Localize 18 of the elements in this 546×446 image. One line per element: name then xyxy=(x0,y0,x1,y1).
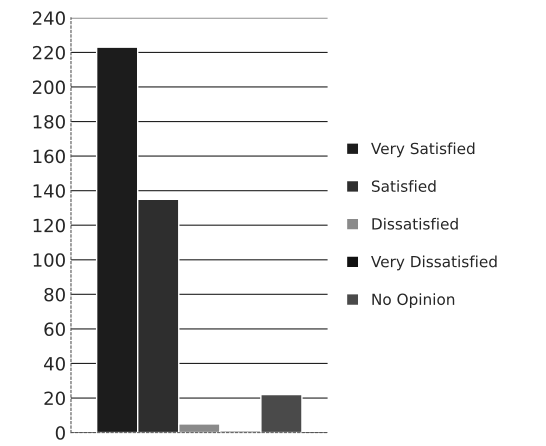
y-tick-label: 180 xyxy=(34,114,65,129)
y-tick-label: 100 xyxy=(34,253,65,267)
y-tick-label: 160 xyxy=(34,150,65,164)
y-tick-label: 220 xyxy=(32,46,65,60)
y-tick-label: 240 xyxy=(32,11,65,25)
y-tick-label: 120 xyxy=(34,218,65,232)
y-tick-label: 200 xyxy=(32,80,65,94)
legend-label: Satisfied xyxy=(372,180,436,192)
legend-label: Very Dissatisfied xyxy=(371,256,497,270)
legend-label: No Opinion xyxy=(372,293,454,308)
y-tick-label: 20 xyxy=(44,392,65,406)
y-tick-label: 40 xyxy=(44,356,65,371)
y-tick-label: 60 xyxy=(44,322,65,336)
legend-label: Very Satisfied xyxy=(371,142,474,158)
y-tick-label: 0 xyxy=(56,426,65,440)
legend-label: Dissatisfied xyxy=(372,218,458,230)
y-tick-label: 80 xyxy=(44,288,65,302)
y-tick-label: 140 xyxy=(34,184,65,198)
